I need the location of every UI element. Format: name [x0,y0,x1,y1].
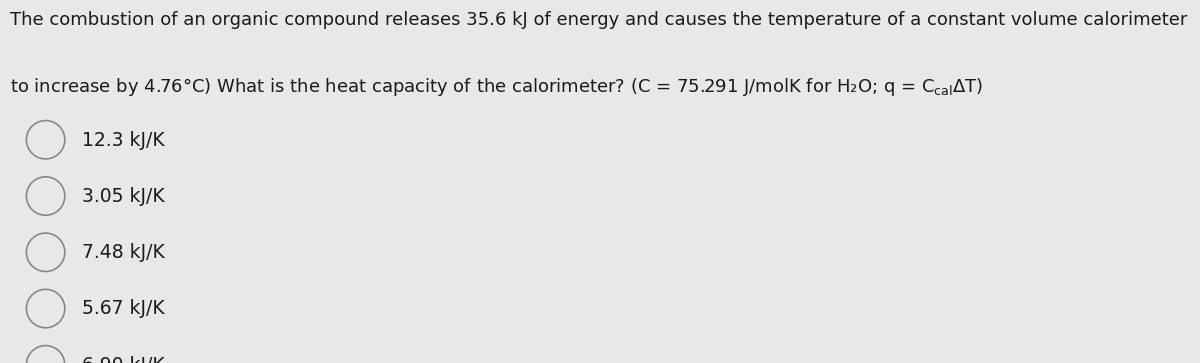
Text: The combustion of an organic compound releases 35.6 kJ of energy and causes the : The combustion of an organic compound re… [10,11,1187,29]
Text: to increase by 4.76°C) What is the heat capacity of the calorimeter? (C = 75.291: to increase by 4.76°C) What is the heat … [10,76,983,98]
Text: 12.3 kJ/K: 12.3 kJ/K [82,131,164,150]
Text: 6.90 kJ/K: 6.90 kJ/K [82,356,164,363]
Text: 7.48 kJ/K: 7.48 kJ/K [82,243,164,262]
Text: 5.67 kJ/K: 5.67 kJ/K [82,299,164,318]
Text: 3.05 kJ/K: 3.05 kJ/K [82,187,164,206]
